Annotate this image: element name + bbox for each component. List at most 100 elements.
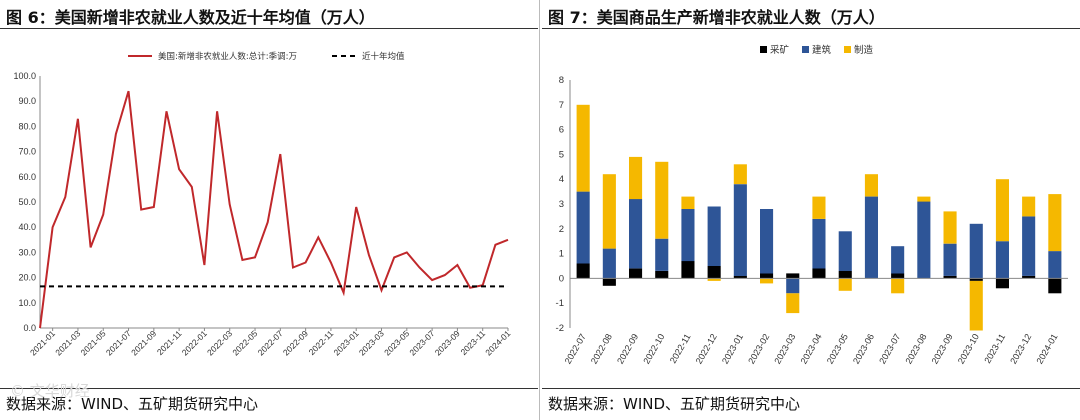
y-tick-label: 70.0 xyxy=(18,147,36,157)
bar-segment-manufacturing xyxy=(655,161,669,239)
x-tick-label: 2023-08 xyxy=(903,332,928,366)
bar-segment-manufacturing xyxy=(891,278,905,294)
y-tick-label: 100.0 xyxy=(13,71,36,81)
x-tick-label: 2024-01 xyxy=(1034,332,1059,366)
x-tick-label: 2022-08 xyxy=(589,332,614,366)
nonfarm-series-line xyxy=(39,90,509,329)
x-tick-label: 2021-07 xyxy=(104,328,133,357)
x-tick-label: 2022-09 xyxy=(281,328,310,357)
bar-segment-manufacturing xyxy=(681,196,695,209)
nonfarm-line-chart: 0.0 10.0 20.0 30.0 40.0 50.0 60.0 70.0 80.0 90.0 1… xyxy=(13,51,512,357)
x-tick-label: 2023-07 xyxy=(877,332,902,366)
legend-swatch-0 xyxy=(760,46,767,53)
x-tick-label: 2022-11 xyxy=(307,328,336,357)
x-tick-label: 2024-01 xyxy=(483,328,512,357)
y-tick-label: 40.0 xyxy=(18,222,36,232)
y-tick-label: -2 xyxy=(556,323,564,334)
x-tick-label: 2022-07 xyxy=(256,328,285,357)
bar-segment-manufacturing xyxy=(917,196,931,202)
bar-segment-mining xyxy=(891,273,905,279)
x-tick-label: 2022-10 xyxy=(641,332,666,366)
legend-label-average: 近十年均值 xyxy=(362,51,405,62)
x-tick-label: 2023-11 xyxy=(458,328,487,357)
footer-rule xyxy=(542,388,1080,389)
bar-segment-construction xyxy=(838,231,852,271)
x-tick-label: 2022-05 xyxy=(230,328,259,357)
x-tick-label: 2022-12 xyxy=(694,332,719,366)
bar-segment-construction xyxy=(891,246,905,274)
bar-segment-manufacturing xyxy=(786,293,800,314)
bar-segment-manufacturing xyxy=(812,196,826,219)
y-tick-label: 0.0 xyxy=(23,323,36,333)
bar-segment-construction xyxy=(602,248,616,279)
legend-label-2: 制造 xyxy=(854,44,874,56)
bar-segment-manufacturing xyxy=(969,280,983,331)
title-rule xyxy=(0,28,538,29)
bar-segment-construction xyxy=(969,223,983,279)
watermark-text: © 文华财经 xyxy=(10,382,90,400)
bar-segment-manufacturing xyxy=(838,278,852,291)
y-tick-label: 90.0 xyxy=(18,96,36,106)
x-tick-label: 2022-09 xyxy=(615,332,640,366)
bar-segment-manufacturing xyxy=(1048,194,1062,252)
bar-segment-construction xyxy=(629,199,643,269)
bar-segment-construction xyxy=(733,184,747,276)
bar-segment-mining xyxy=(733,275,747,279)
x-tick-label: 2023-03 xyxy=(772,332,797,366)
bar-segment-construction xyxy=(576,191,590,264)
title-rule xyxy=(542,28,1080,29)
x-tick-label: 2021-03 xyxy=(53,328,82,357)
x-tick-label: 2023-01 xyxy=(331,328,360,357)
y-tick-label: 60.0 xyxy=(18,172,36,182)
bar-segment-mining xyxy=(655,271,669,279)
x-tick-label: 2023-12 xyxy=(1008,332,1033,366)
bar-segment-construction xyxy=(655,238,669,271)
bar-segment-construction xyxy=(917,201,931,279)
x-tick-label: 2023-02 xyxy=(746,332,771,366)
bar-segment-mining xyxy=(681,261,695,279)
y-tick-label: 50.0 xyxy=(18,197,36,207)
legend-label-0: 采矿 xyxy=(770,44,790,56)
x-tick-label: 2023-01 xyxy=(720,332,745,366)
bar-segment-mining xyxy=(629,268,643,279)
y-tick-label: 7 xyxy=(559,100,564,111)
bar-segment-manufacturing xyxy=(995,179,1009,242)
panel-separator xyxy=(539,0,540,420)
nonfarm-chart-title: 图 6：美国新增非农就业人数及近十年均值（万人） xyxy=(6,8,375,27)
bar-segment-construction xyxy=(1022,216,1036,276)
y-tick-label: -1 xyxy=(556,298,564,309)
bar-segment-manufacturing xyxy=(602,174,616,249)
bar-segment-mining xyxy=(1022,275,1036,279)
bar-segment-manufacturing xyxy=(864,174,878,197)
bar-segment-mining xyxy=(995,278,1009,289)
bar-segment-mining xyxy=(943,275,957,279)
bar-segment-manufacturing xyxy=(1022,196,1036,217)
x-tick-label: 2023-09 xyxy=(433,328,462,357)
y-tick-label: 20.0 xyxy=(18,273,36,283)
legend-swatch-1 xyxy=(802,46,809,53)
x-tick-label: 2023-05 xyxy=(382,328,411,357)
bar-segment-construction xyxy=(760,209,774,274)
bar-segment-mining xyxy=(838,271,852,279)
x-tick-label: 2022-07 xyxy=(563,332,588,366)
x-tick-label: 2022-11 xyxy=(668,332,693,365)
bar-segment-construction xyxy=(681,209,695,262)
y-tick-label: 30.0 xyxy=(18,247,36,257)
bar-segment-mining xyxy=(576,263,590,279)
bar-segment-mining xyxy=(786,273,800,279)
bar-segment-mining xyxy=(969,278,983,281)
goods-source-note: 数据来源：WIND、五矿期货研究中心 xyxy=(548,395,801,413)
bar-segment-mining xyxy=(1048,278,1062,294)
y-tick-label: 2 xyxy=(559,224,564,235)
bar-segment-manufacturing xyxy=(760,278,774,284)
x-tick-label: 2023-10 xyxy=(956,332,981,366)
y-tick-label: 6 xyxy=(559,125,564,136)
bar-segment-mining xyxy=(760,273,774,279)
x-tick-label: 2023-03 xyxy=(357,328,386,357)
bar-segment-construction xyxy=(786,278,800,294)
y-tick-label: 8 xyxy=(559,75,564,86)
nonfarm-panel: 图 6：美国新增非农就业人数及近十年均值（万人） 0.0 10.0 20.0 30.0… xyxy=(0,0,538,420)
y-tick-label: 80.0 xyxy=(18,121,36,131)
bar-segment-manufacturing xyxy=(707,278,721,281)
